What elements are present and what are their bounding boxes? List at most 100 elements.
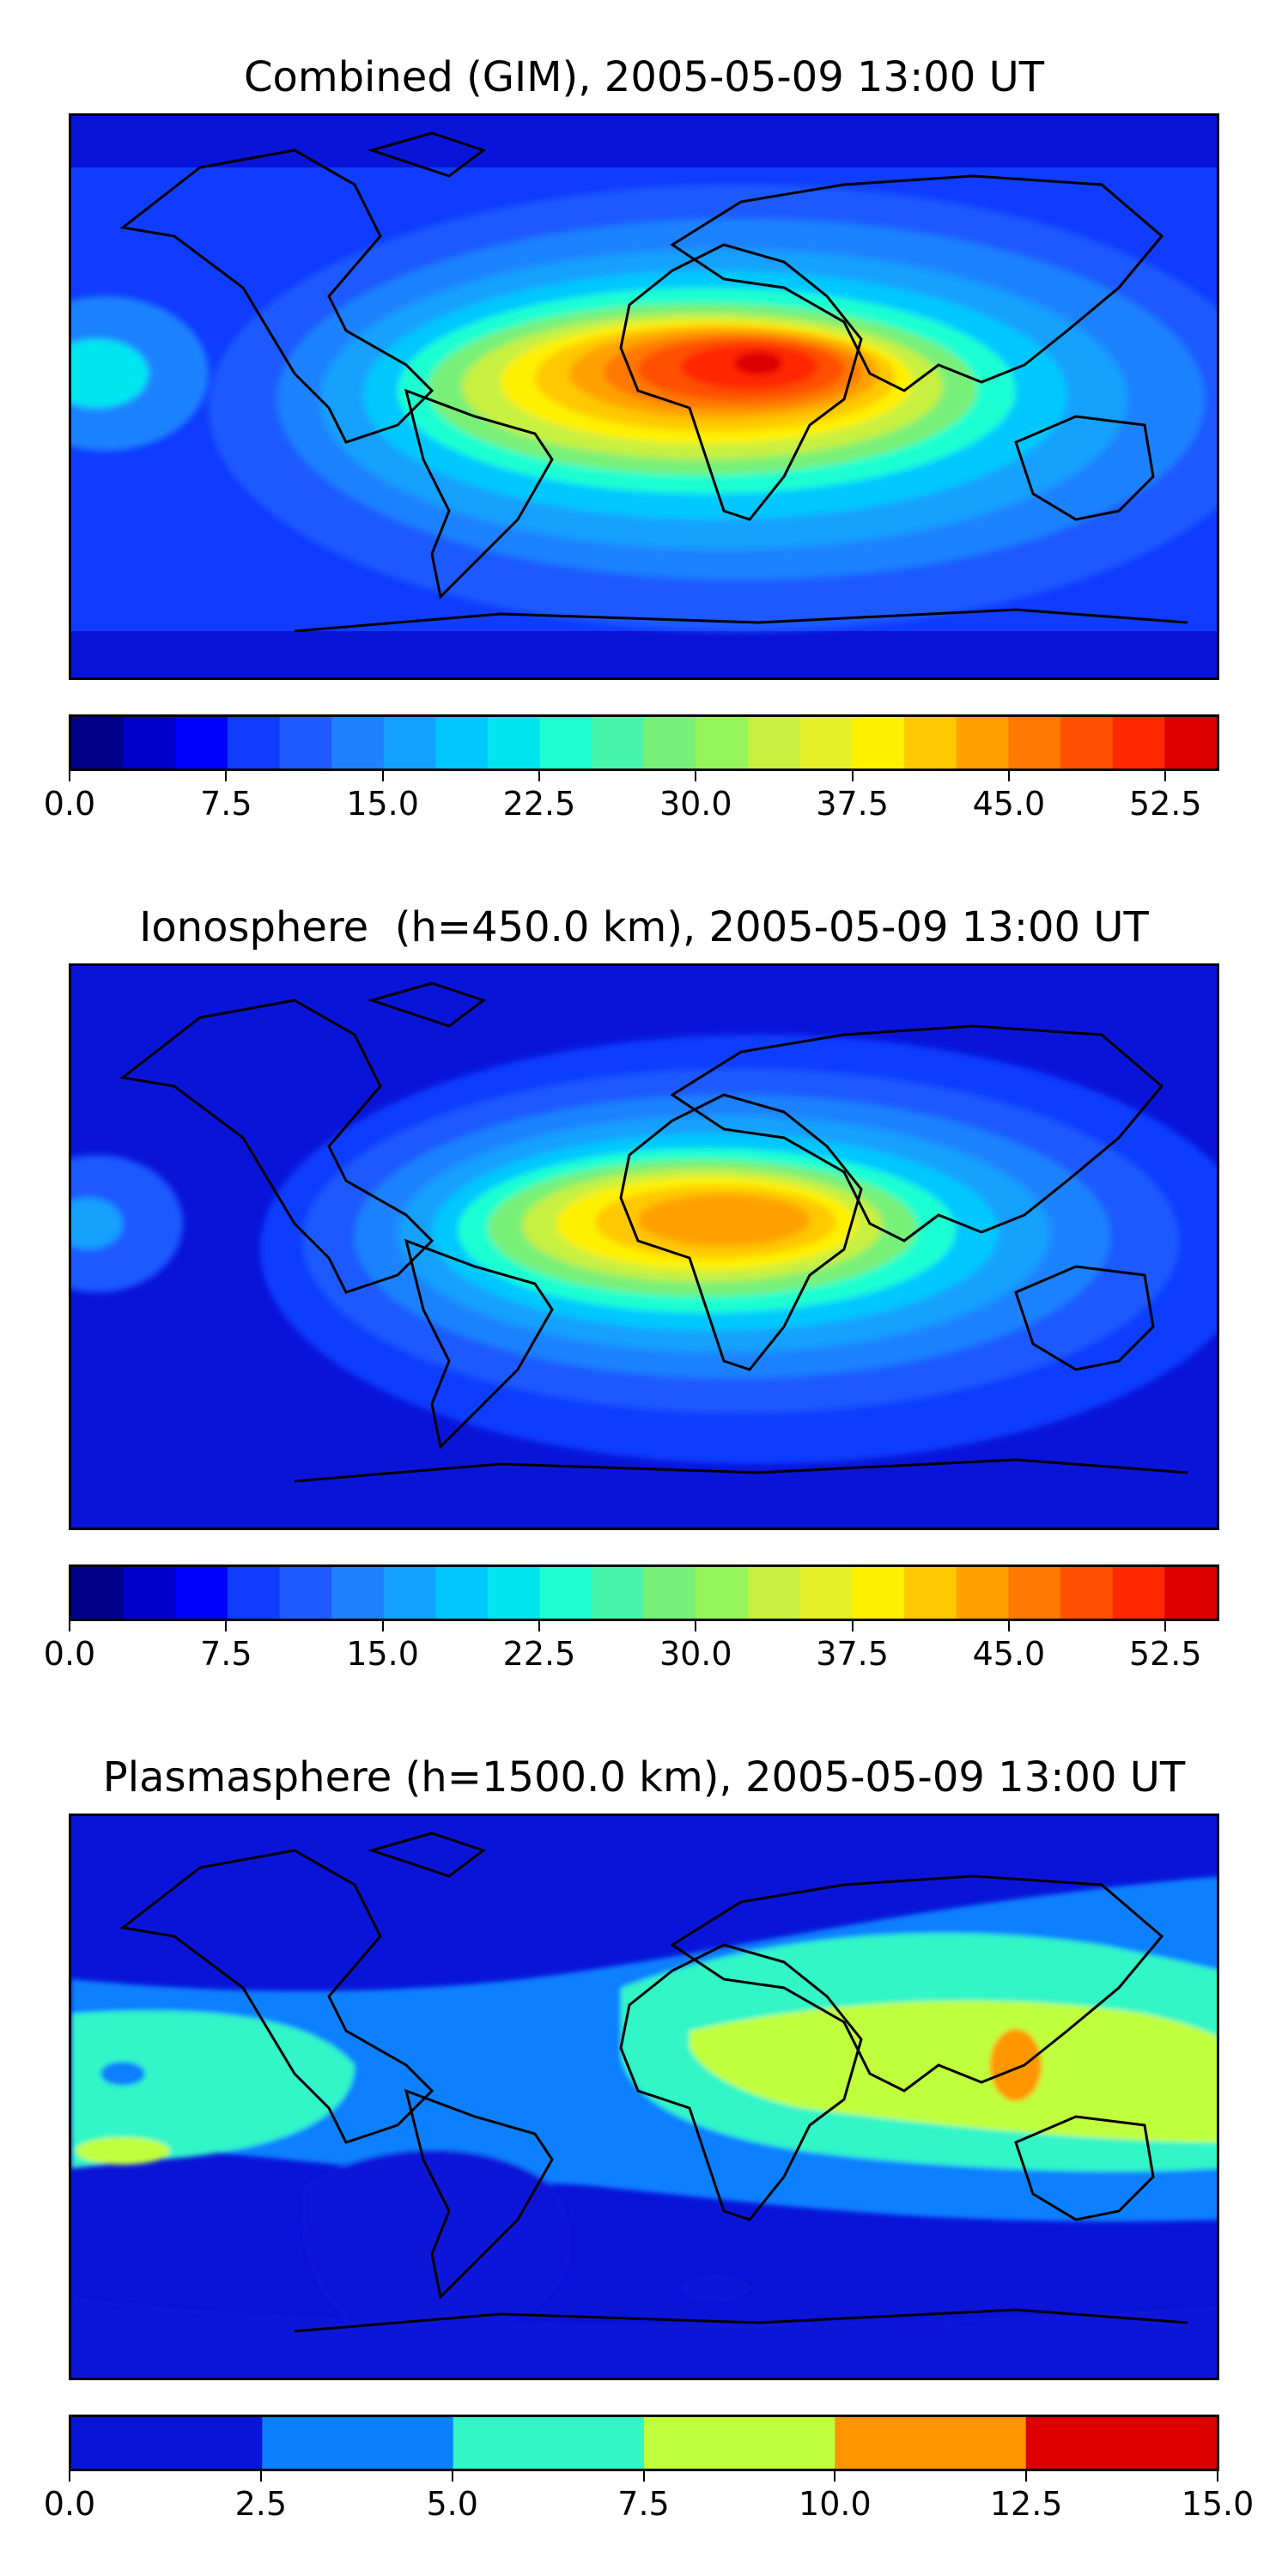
- colorbar-swatch: [1164, 1567, 1217, 1619]
- colorbar-ticks-combined: 0.0 7.5 15.0 22.5 30.0 37.5 45.0 52.5: [0, 771, 1288, 874]
- colorbar-swatch: [644, 1567, 697, 1619]
- colorbar-swatch: [279, 717, 332, 769]
- colorbar-swatch: [435, 1567, 489, 1619]
- map-combined: [69, 113, 1219, 680]
- colorbar-tick-label: 2.5: [234, 2485, 288, 2523]
- colorbar-tick-label: 12.5: [989, 2485, 1063, 2523]
- colorbar-swatch: [956, 1567, 1009, 1619]
- colorbar-ticks-plasmasphere: 0.0 2.5 5.0 7.5 10.0 12.5 15.0: [0, 2471, 1288, 2574]
- colorbar-tick-label: 15.0: [346, 785, 419, 823]
- colorbar-plasmasphere: [69, 2415, 1219, 2471]
- colorbar-tick-mark: [69, 1621, 70, 1631]
- colorbar-tick-label: 15.0: [1181, 2485, 1255, 2523]
- colorbar-swatch: [835, 2417, 1027, 2469]
- colorbar-tick-label: 37.5: [816, 1635, 889, 1673]
- colorbar-swatch: [592, 1567, 645, 1619]
- panel-title-combined: Combined (GIM), 2005-05-09 13:00 UT: [243, 53, 1045, 101]
- colorbar-tick-label: 5.0: [426, 2485, 478, 2523]
- colorbar-swatch: [799, 1567, 854, 1619]
- colorbar-swatch: [279, 1567, 332, 1619]
- colorbar-tick-mark: [695, 1621, 697, 1631]
- colorbar-swatch: [592, 717, 645, 769]
- colorbar-swatches-combined: [71, 717, 1217, 769]
- colorbar-swatch: [1112, 1567, 1165, 1619]
- colorbar-swatch: [852, 717, 905, 769]
- colorbar-tick-mark: [1025, 2471, 1028, 2482]
- tec-contour-plasmasphere: [71, 1816, 1217, 2378]
- colorbar-tick-label: 7.5: [200, 1635, 252, 1673]
- colorbar-swatch: [956, 717, 1009, 769]
- panel-title-ionosphere: Ionosphere (h=450.0 km), 2005-05-09 13:0…: [139, 903, 1149, 951]
- colorbar-swatch: [644, 2417, 835, 2469]
- colorbar-tick-mark: [381, 1621, 384, 1631]
- colorbar-tick-mark: [851, 1621, 854, 1631]
- colorbar-tick-mark: [225, 771, 228, 781]
- colorbar-swatch: [904, 717, 957, 769]
- colorbar-tick-label: 7.5: [200, 785, 252, 823]
- colorbar-swatch: [331, 1567, 385, 1619]
- colorbar-swatch: [227, 1567, 281, 1619]
- colorbar-tick-label: 7.5: [617, 2485, 670, 2523]
- colorbar-swatch: [488, 1567, 541, 1619]
- colorbar-ticks-ionosphere: 0.0 7.5 15.0 22.5 30.0 37.5 45.0 52.5: [0, 1621, 1288, 1724]
- colorbar-swatches-ionosphere: [71, 1567, 1217, 1619]
- colorbar-tick-mark: [538, 1621, 540, 1631]
- colorbar-tick-label: 30.0: [659, 1635, 732, 1673]
- colorbar-swatch: [1060, 717, 1114, 769]
- colorbar-swatch: [383, 1567, 436, 1619]
- colorbar-combined: [69, 714, 1219, 771]
- tec-contour-combined: [71, 116, 1217, 677]
- colorbar-tick-mark: [1007, 1621, 1010, 1631]
- colorbar-swatch: [331, 717, 385, 769]
- colorbar-tick-label: 22.5: [502, 1635, 576, 1673]
- colorbar-tick-mark: [381, 771, 384, 781]
- colorbar-swatch: [539, 1567, 592, 1619]
- colorbar-swatch: [488, 717, 541, 769]
- colorbar-tick-mark: [538, 771, 540, 781]
- panel-title-plasmasphere: Plasmasphere (h=1500.0 km), 2005-05-09 1…: [102, 1753, 1186, 1801]
- colorbar-swatch: [383, 717, 436, 769]
- colorbar-tick-label: 30.0: [659, 785, 732, 823]
- colorbar-tick-label: 45.0: [972, 1635, 1046, 1673]
- colorbar-swatch: [1025, 2417, 1217, 2469]
- colorbar-tick-label: 37.5: [816, 785, 889, 823]
- colorbar-swatch: [227, 717, 281, 769]
- colorbar-swatch: [748, 717, 801, 769]
- colorbar-swatch: [1060, 1567, 1114, 1619]
- colorbar-swatch: [696, 717, 749, 769]
- colorbar-swatch: [123, 717, 176, 769]
- colorbar-tick-label: 10.0: [799, 2485, 872, 2523]
- colorbar-swatch: [852, 1567, 905, 1619]
- colorbar-tick-label: 22.5: [502, 785, 576, 823]
- colorbar-swatch: [696, 1567, 749, 1619]
- colorbar-swatch: [904, 1567, 957, 1619]
- colorbar-swatch: [1164, 717, 1217, 769]
- map-plasmasphere: [69, 1814, 1219, 2380]
- colorbar-swatch: [262, 2417, 454, 2469]
- colorbar-tick-mark: [451, 2471, 453, 2482]
- colorbar-tick-label: 45.0: [972, 785, 1046, 823]
- colorbar-swatch: [123, 1567, 176, 1619]
- colorbar-tick-mark: [225, 1621, 228, 1631]
- colorbar-tick-mark: [851, 771, 854, 781]
- colorbar-tick-label: 15.0: [346, 1635, 419, 1673]
- colorbar-tick-mark: [834, 2471, 836, 2482]
- colorbar-swatch: [71, 717, 125, 769]
- colorbar-swatches-plasmasphere: [71, 2417, 1217, 2469]
- colorbar-tick-mark: [1164, 771, 1167, 781]
- colorbar-swatch: [175, 717, 228, 769]
- colorbar-tick-mark: [1164, 1621, 1167, 1631]
- colorbar-ionosphere: [69, 1564, 1219, 1621]
- colorbar-tick-mark: [69, 2471, 70, 2482]
- colorbar-tick-mark: [695, 771, 697, 781]
- colorbar-tick-label: 0.0: [43, 1635, 96, 1673]
- map-ionosphere: [69, 963, 1219, 1530]
- colorbar-swatch: [175, 1567, 228, 1619]
- colorbar-swatch: [799, 717, 854, 769]
- colorbar-swatch: [71, 1567, 125, 1619]
- colorbar-swatch: [1112, 717, 1165, 769]
- tec-contour-ionosphere: [71, 966, 1217, 1528]
- colorbar-swatch: [539, 717, 592, 769]
- colorbar-tick-label: 0.0: [43, 785, 96, 823]
- colorbar-swatch: [453, 2417, 645, 2469]
